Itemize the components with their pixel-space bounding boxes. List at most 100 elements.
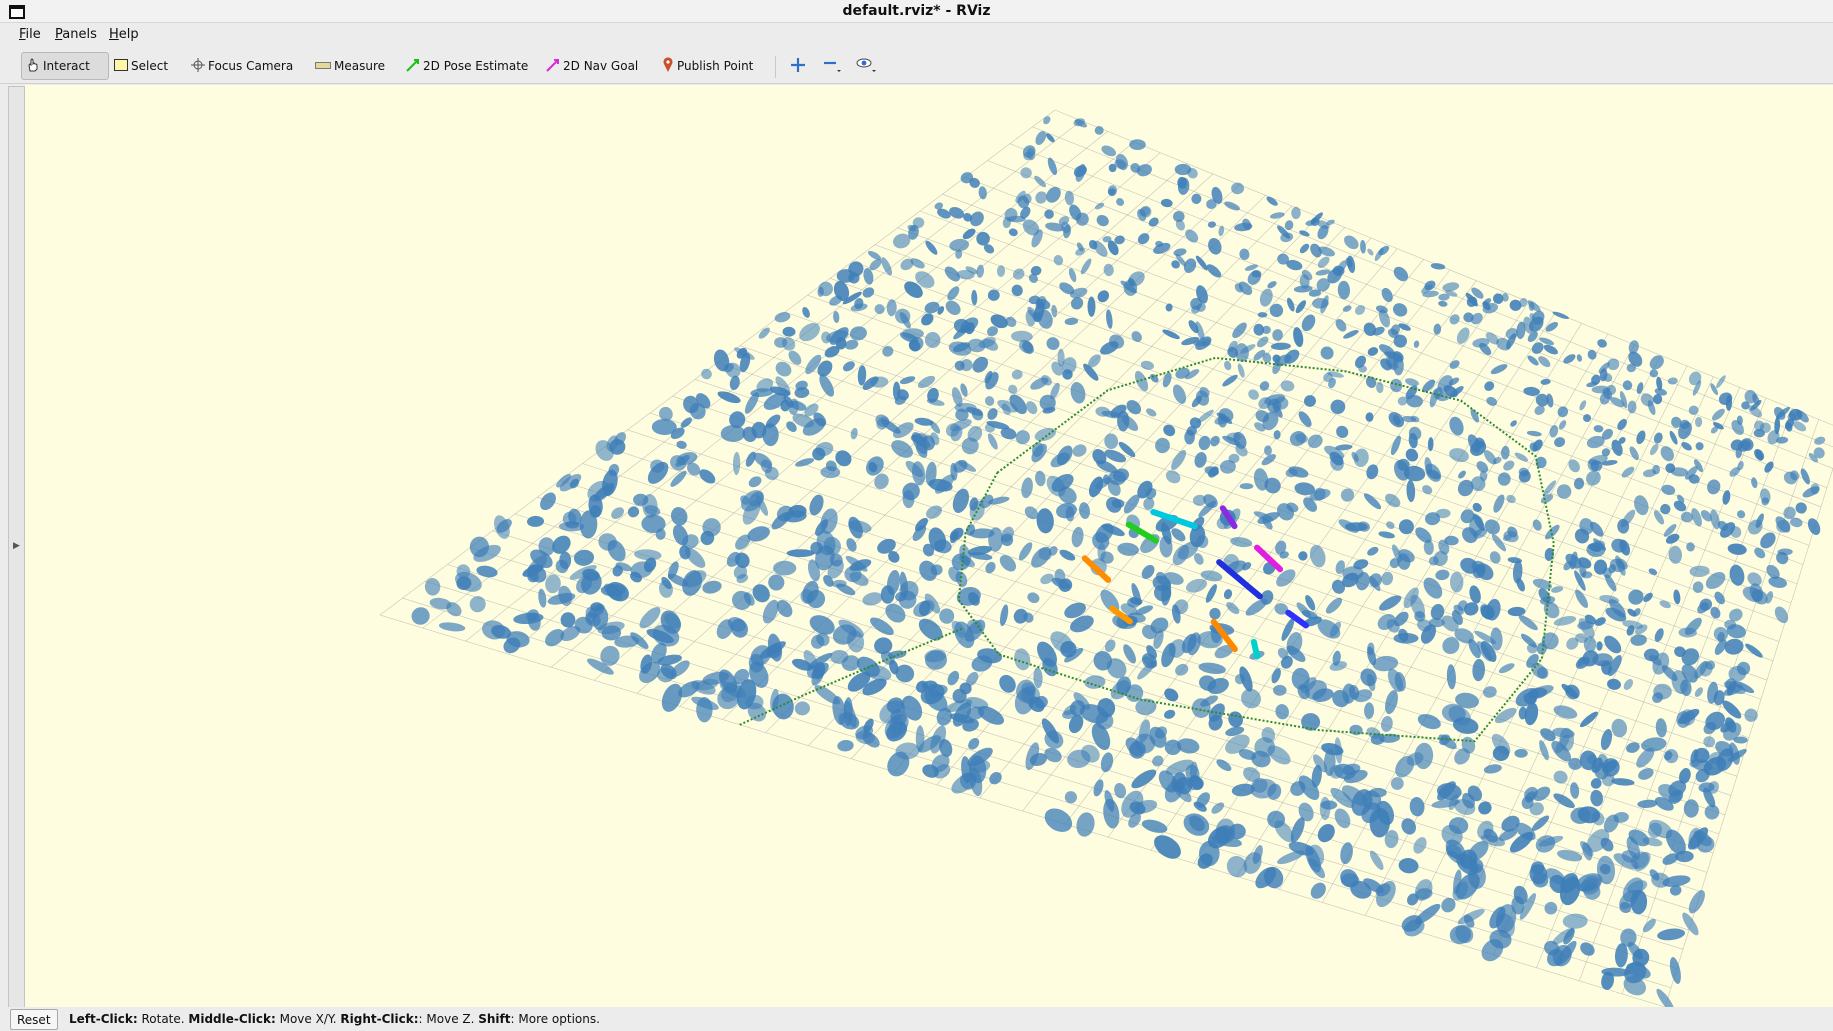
point-cloud-blob [824, 346, 840, 358]
point-cloud-blob [1200, 570, 1223, 582]
point-cloud-blob [1310, 243, 1322, 258]
point-cloud-blob [1407, 893, 1419, 906]
scene-canvas[interactable] [25, 85, 1833, 1007]
point-cloud-blob [1045, 133, 1055, 143]
point-cloud-blob [1252, 845, 1263, 865]
point-cloud-blob [1351, 789, 1373, 816]
point-cloud-blob [1109, 334, 1125, 349]
point-cloud-blob [1423, 577, 1443, 599]
point-cloud-blob [1262, 517, 1273, 530]
point-cloud-blob [1392, 351, 1404, 363]
point-cloud-blob [1634, 495, 1649, 516]
reset-button[interactable]: Reset [10, 1009, 58, 1030]
point-cloud-blob [1652, 692, 1664, 703]
interact-tool-button[interactable]: Interact [21, 52, 109, 80]
point-cloud-blob [700, 530, 715, 546]
nav-goal-button[interactable]: 2D Nav Goal [542, 52, 642, 80]
point-cloud-blob [862, 592, 883, 606]
point-cloud-blob [1329, 451, 1344, 466]
focus-camera-button[interactable]: Focus Camera [187, 52, 297, 80]
left-dock-handle[interactable]: ▶ [8, 86, 25, 1008]
point-cloud-blob [1636, 430, 1646, 445]
point-cloud-blob [1628, 351, 1643, 367]
point-cloud-blob [1430, 603, 1445, 621]
point-cloud-blob [1284, 220, 1294, 231]
point-cloud-blob [1233, 431, 1247, 449]
3d-render-view[interactable] [25, 85, 1833, 1007]
add-tool-button[interactable] [786, 52, 810, 80]
pose-estimate-button[interactable]: 2D Pose Estimate [402, 52, 532, 80]
menu-help[interactable]: Help [109, 27, 139, 42]
point-cloud-blob [1162, 372, 1172, 388]
point-cloud-blob [1445, 844, 1463, 858]
point-cloud-blob [1728, 665, 1747, 682]
view-options-button[interactable] [852, 52, 882, 80]
point-cloud-blob [1101, 145, 1116, 157]
point-cloud-blob [1259, 288, 1273, 307]
point-cloud-blob [924, 332, 941, 348]
point-cloud-blob [1069, 700, 1086, 717]
point-cloud-blob [945, 300, 961, 315]
point-cloud-blob [1518, 614, 1538, 631]
point-cloud-blob [1323, 748, 1336, 777]
point-cloud-blob [1385, 690, 1398, 715]
point-cloud-blob [1015, 430, 1030, 445]
point-cloud-blob [1259, 381, 1270, 391]
point-cloud-blob [1044, 209, 1054, 219]
point-cloud-blob [1091, 723, 1111, 751]
point-cloud-blob [1398, 628, 1409, 642]
expand-arrow-icon[interactable]: ▶ [13, 541, 20, 551]
point-cloud-blob [1234, 673, 1245, 685]
select-tool-button[interactable]: Select [110, 52, 172, 80]
point-cloud-blob [1014, 687, 1035, 715]
point-cloud-blob [1435, 569, 1450, 581]
point-cloud-blob [1114, 235, 1125, 245]
point-cloud-blob [1152, 755, 1164, 767]
point-cloud-blob [1390, 324, 1400, 336]
publish-point-button[interactable]: Publish Point [658, 52, 757, 80]
point-cloud-blob [892, 422, 914, 439]
point-cloud-blob [1059, 549, 1076, 561]
point-cloud-blob [929, 420, 941, 434]
menu-panels[interactable]: Panels [55, 27, 97, 42]
point-cloud-blob [1486, 598, 1501, 621]
point-cloud-blob [1311, 764, 1322, 788]
point-cloud-blob [1336, 425, 1349, 439]
point-cloud-blob [1020, 167, 1032, 179]
interact-label: Interact [43, 59, 90, 73]
point-cloud-blob [1629, 446, 1639, 461]
point-cloud-blob [958, 460, 977, 472]
point-cloud-blob [1262, 352, 1272, 364]
point-cloud-blob [1410, 594, 1425, 619]
point-cloud-blob [1519, 297, 1528, 308]
eye-icon [856, 56, 878, 77]
point-cloud-blob [1681, 442, 1692, 451]
point-cloud-blob [1692, 581, 1704, 593]
point-cloud-blob [1172, 544, 1190, 566]
window-icon[interactable] [9, 5, 25, 19]
menu-file[interactable]: File [19, 27, 41, 42]
point-cloud-blob [1106, 497, 1122, 513]
point-cloud-blob [650, 459, 665, 473]
point-cloud-blob [1535, 393, 1549, 407]
point-cloud-blob [1607, 358, 1620, 371]
point-cloud-blob [1569, 551, 1578, 570]
point-cloud-blob [1642, 918, 1656, 933]
measure-tool-button[interactable]: Measure [311, 52, 389, 80]
point-cloud-blob [1405, 378, 1419, 387]
point-cloud-blob [1540, 728, 1556, 742]
point-cloud-blob [589, 505, 602, 518]
point-cloud-blob [842, 361, 855, 372]
point-cloud-blob [1611, 439, 1623, 456]
point-cloud-blob [742, 499, 761, 525]
point-cloud-blob [1580, 942, 1595, 956]
point-cloud-blob [1656, 376, 1663, 391]
point-cloud-blob [1652, 394, 1663, 405]
point-cloud-blob [1755, 449, 1764, 461]
point-cloud-blob [1022, 219, 1040, 236]
remove-tool-button[interactable] [818, 52, 846, 80]
point-cloud-blob [595, 440, 614, 461]
marker-bar [1081, 555, 1112, 583]
point-cloud-blob [1813, 447, 1825, 459]
point-cloud-blob [960, 383, 968, 397]
